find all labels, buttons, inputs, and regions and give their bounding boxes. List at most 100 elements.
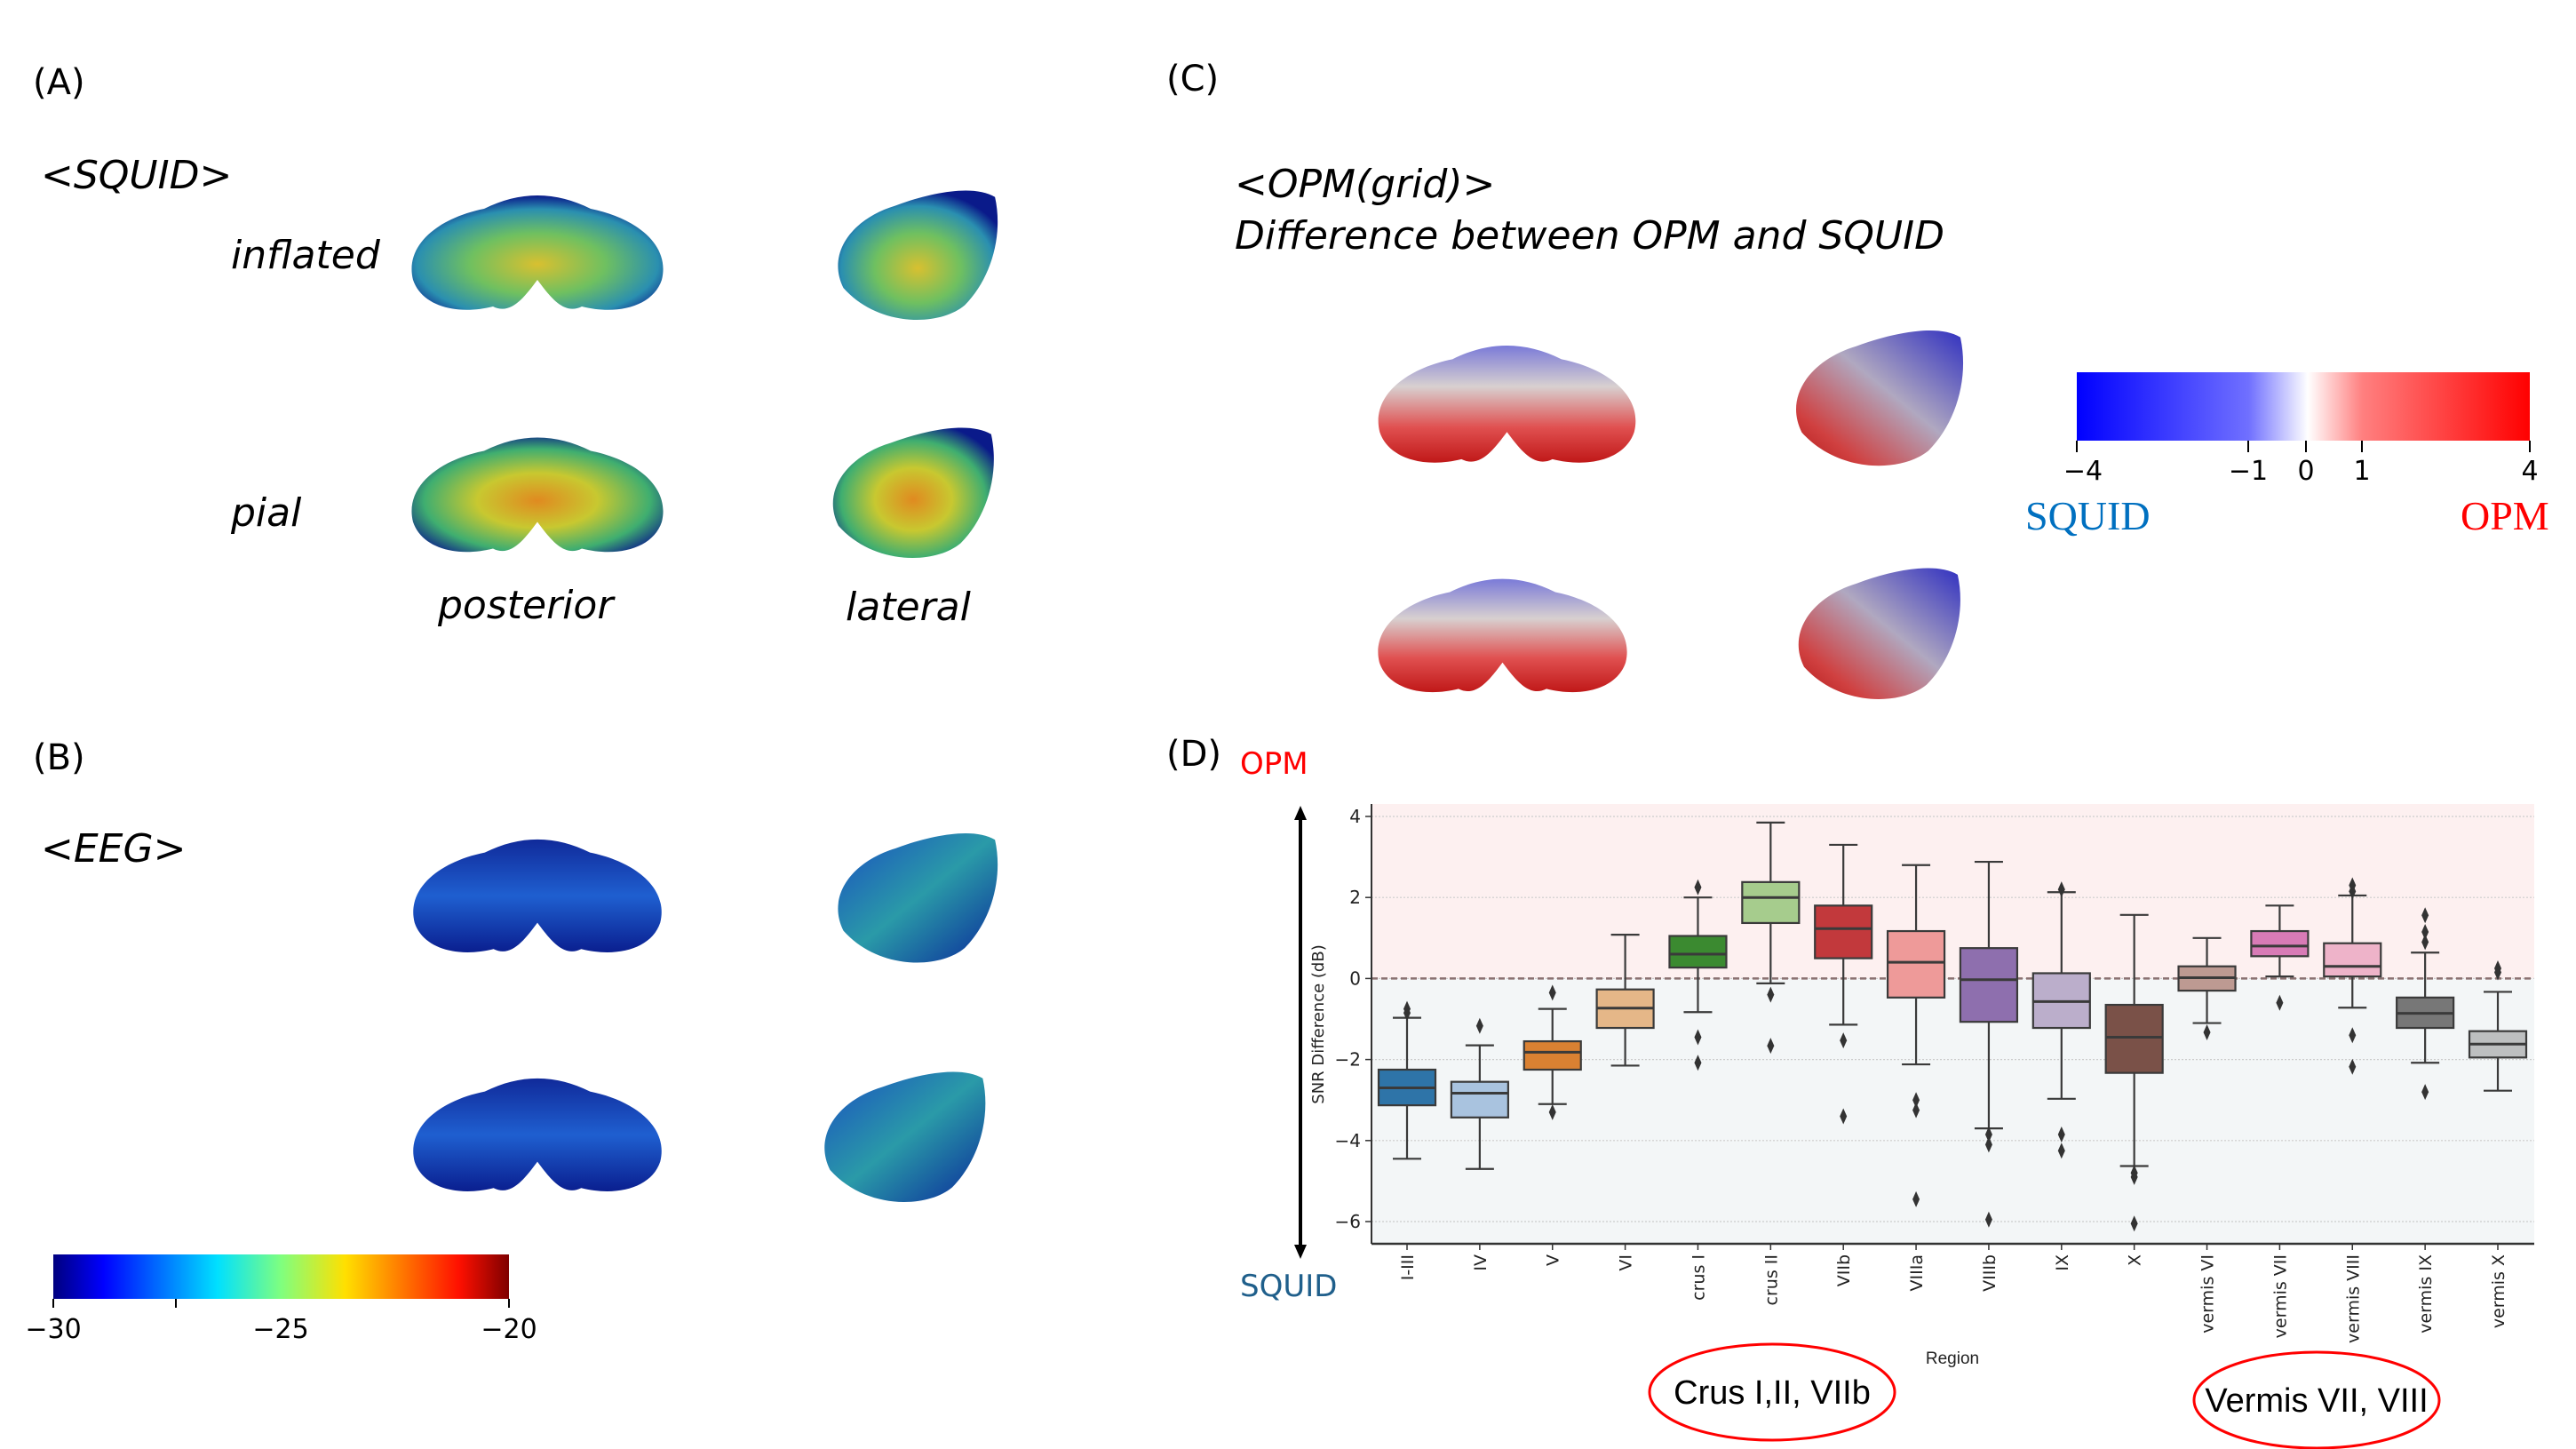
- box-vermis-VII: [2250, 904, 2310, 1011]
- x-tick-label: vermis IX: [2416, 1254, 2436, 1334]
- squid-title: <SQUID>: [41, 153, 233, 198]
- negative-region: [1371, 978, 2534, 1244]
- outlier-point: [2130, 1168, 2138, 1185]
- diff-tick-label: 1: [2353, 456, 2371, 487]
- outlier-point: [1548, 1103, 1556, 1120]
- iqr-box: [1814, 904, 1873, 959]
- outlier-point: [1767, 986, 1775, 1003]
- y-tick-label: −6: [1335, 1211, 1361, 1232]
- y-tick-label: −2: [1335, 1049, 1361, 1071]
- outlier-point: [1912, 1102, 1920, 1119]
- outlier-point: [1548, 984, 1556, 1001]
- iqr-box: [1959, 947, 2019, 1023]
- iqr-box: [2323, 942, 2382, 978]
- outlier-point: [2276, 994, 2284, 1011]
- box-crus-I: [1668, 879, 1728, 1071]
- x-tick-label: vermis X: [2489, 1254, 2508, 1328]
- x-axis-label: Region: [1926, 1349, 1979, 1368]
- panel-label-a: (A): [33, 62, 85, 103]
- outlier-point: [2349, 1058, 2357, 1075]
- y-tick-label: 2: [1349, 887, 1361, 908]
- box-X: [2104, 913, 2164, 1232]
- diff-tick-label: −1: [2228, 456, 2269, 487]
- row-label-inflated: inflated: [231, 233, 380, 278]
- eeg-title: <EEG>: [41, 826, 187, 872]
- col-label-posterior: posterior: [438, 583, 614, 628]
- outlier-point: [1912, 1190, 1920, 1207]
- iqr-box: [1886, 929, 1946, 999]
- box-IX: [2031, 881, 2091, 1159]
- diff-tick-label: 0: [2297, 456, 2315, 487]
- x-tick-label: VI: [1617, 1254, 1636, 1271]
- diff-tick-label: −4: [2063, 456, 2103, 487]
- outlier-point: [1694, 1029, 1702, 1046]
- colorbar-squid-label: SQUID: [2025, 493, 2151, 538]
- outlier-point: [2203, 1024, 2211, 1041]
- opm-subtitle: Difference between OPM and SQUID: [1235, 213, 1944, 259]
- outlier-point: [2494, 964, 2501, 981]
- x-tick-label: vermis VII: [2270, 1254, 2290, 1338]
- vermis-annotation: Vermis VII, VIII: [2205, 1382, 2428, 1420]
- col-label-lateral: lateral: [846, 585, 971, 630]
- outlier-point: [1984, 1136, 1992, 1153]
- box-vermis-VI: [2177, 936, 2237, 1041]
- diff-tick-label: 4: [2521, 456, 2539, 487]
- box-VIIIa: [1886, 864, 1946, 1207]
- box-vermis-VIII: [2323, 877, 2382, 1075]
- box-crus-II: [1741, 821, 1801, 1055]
- outlier-point: [2421, 1084, 2429, 1101]
- outlier-point: [1694, 879, 1702, 896]
- box-vermis-X: [2468, 960, 2528, 1092]
- iqr-box: [1741, 880, 1801, 925]
- y-axis-label: SNR Difference (dB): [1309, 944, 1328, 1103]
- x-tick-label: vermis VI: [2198, 1254, 2218, 1334]
- x-tick-label: VIIb: [1834, 1254, 1854, 1286]
- iqr-box: [2250, 929, 2310, 958]
- colorbar-opm-label: OPM: [2461, 493, 2549, 538]
- outlier-point: [2057, 1142, 2065, 1159]
- x-tick-label: crus II: [1761, 1254, 1781, 1305]
- panel-label-d: (D): [1166, 734, 1222, 775]
- box-VIIIb: [1959, 860, 2019, 1228]
- opm-title: <OPM(grid)>: [1235, 162, 1496, 207]
- y-tick-label: 4: [1349, 806, 1361, 827]
- iqr-box: [1523, 1039, 1582, 1071]
- x-tick-label: I-III: [1398, 1254, 1418, 1280]
- crus-annotation: Crus I,II, VIIb: [1674, 1374, 1871, 1412]
- box-VIIb: [1814, 843, 1873, 1125]
- difference-colorbar: [2076, 372, 2531, 452]
- x-tick-label: IV: [1471, 1254, 1491, 1271]
- y-tick-label: 0: [1349, 967, 1361, 989]
- box-vermis-IX: [2396, 907, 2455, 1101]
- panel-label-b: (B): [33, 737, 85, 778]
- jet-colorbar: [52, 1254, 510, 1308]
- x-tick-label: VIIIa: [1907, 1254, 1927, 1291]
- outlier-point: [2349, 1027, 2357, 1044]
- y-tick-label: −4: [1335, 1130, 1361, 1151]
- box-I-III: [1377, 1000, 1437, 1160]
- box-VI: [1595, 934, 1655, 1067]
- outlier-point: [1767, 1038, 1775, 1055]
- iqr-box: [1668, 935, 1728, 969]
- iqr-box: [1450, 1080, 1509, 1119]
- outlier-point: [1403, 1005, 1411, 1022]
- direction-arrow: [1294, 806, 1307, 1259]
- jet-tick-label: −30: [25, 1314, 82, 1345]
- outlier-point: [2057, 881, 2065, 898]
- opm-direction-label: OPM: [1240, 746, 1308, 782]
- x-tick-label: V: [1544, 1254, 1563, 1266]
- outlier-point: [1475, 1017, 1483, 1034]
- iqr-box: [2104, 1003, 2164, 1074]
- jet-tick-label: −25: [252, 1314, 309, 1345]
- outlier-point: [1984, 1211, 1992, 1228]
- outlier-point: [2057, 1126, 2065, 1142]
- vermis-highlight-ellipse: [2192, 1350, 2441, 1449]
- outlier-point: [2421, 934, 2429, 951]
- x-tick-label: crus I: [1689, 1254, 1708, 1301]
- x-tick-label: X: [2126, 1254, 2145, 1266]
- x-tick-label: vermis VIII: [2343, 1254, 2363, 1343]
- outlier-point: [1984, 1126, 1992, 1142]
- outlier-point: [1694, 1055, 1702, 1071]
- outlier-point: [2421, 907, 2429, 924]
